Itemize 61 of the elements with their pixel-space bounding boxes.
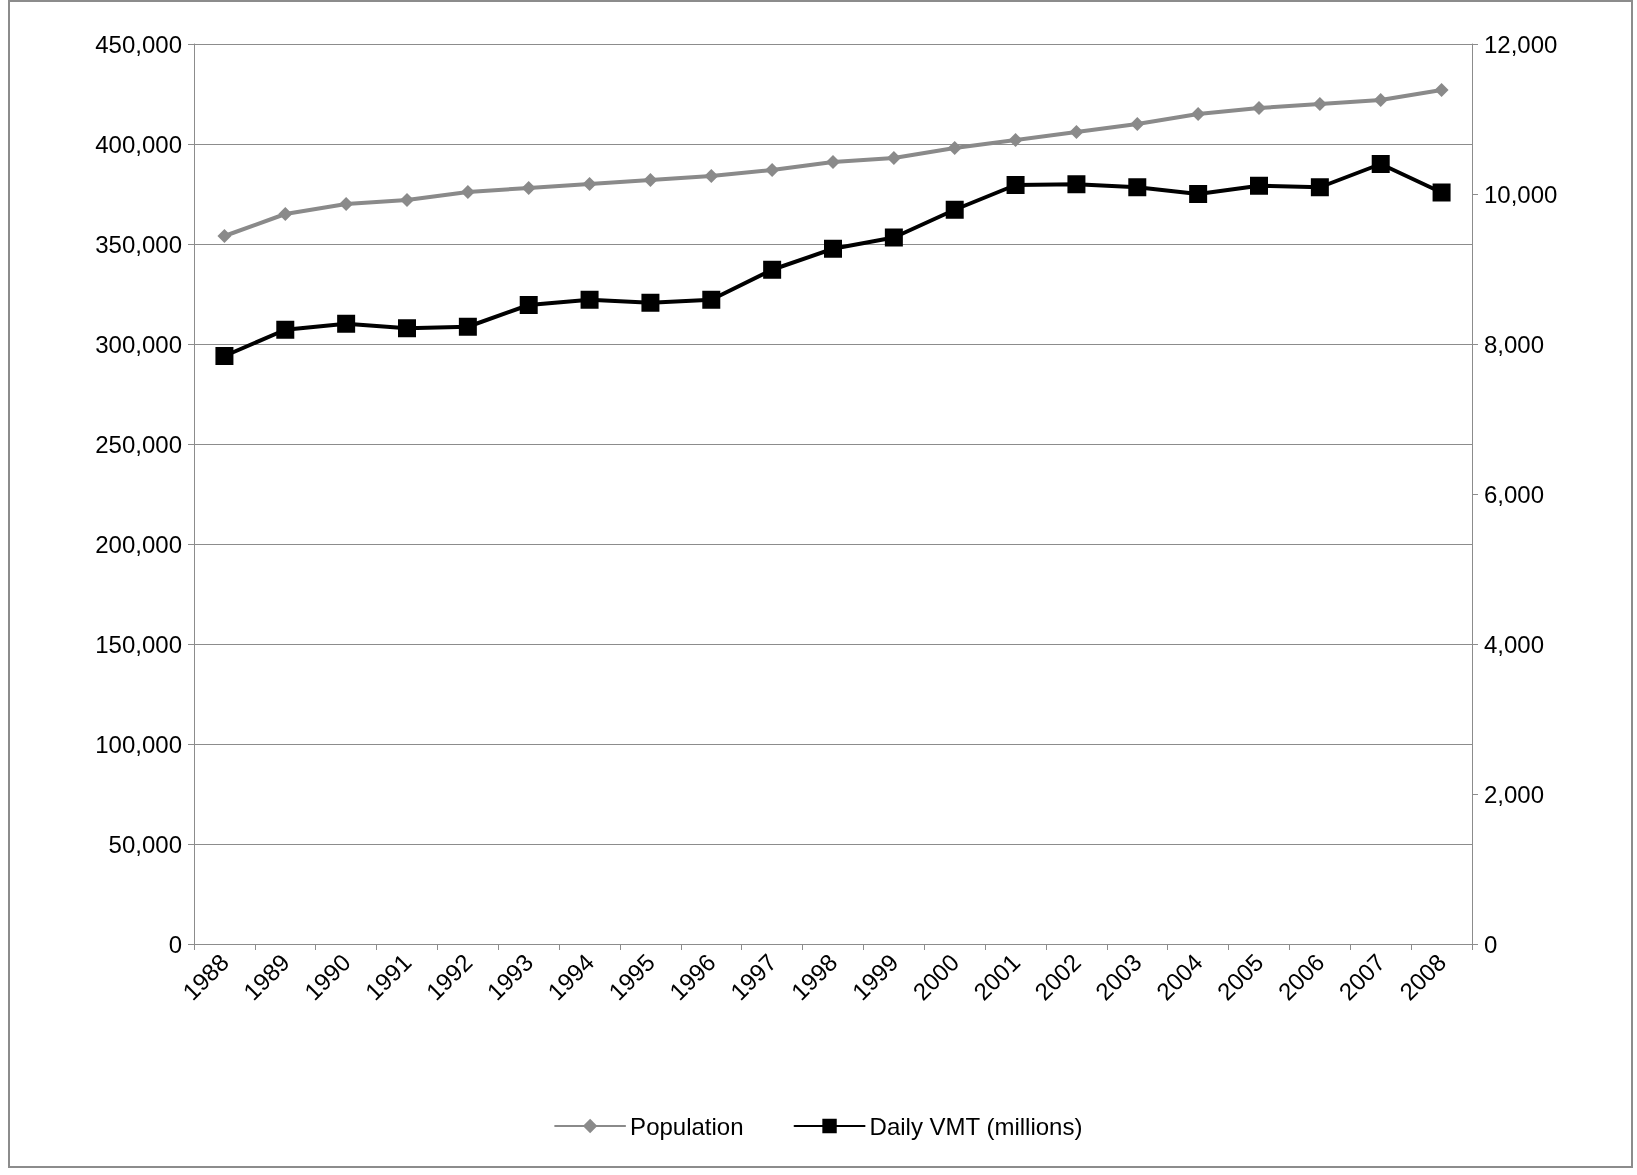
y2-tick-label: 2,000 [1484,780,1545,808]
y-tick-label: 150,000 [95,630,182,658]
point [582,177,597,191]
y2-tick-label: 12,000 [1484,30,1558,58]
point [1310,178,1329,197]
point [337,314,356,333]
point [1252,101,1266,115]
y-tick-label: 250,000 [95,430,182,458]
point [1008,133,1023,147]
y-tick-label: 0 [168,930,182,958]
point [215,347,234,365]
point [1434,83,1449,97]
y-tick-label: 350,000 [95,230,182,258]
point [458,317,477,336]
y2-tick-label: 8,000 [1484,330,1545,358]
point [1373,93,1388,107]
legend-label: Population [630,1112,744,1140]
point [1312,97,1327,111]
y2-tick-label: 4,000 [1484,630,1545,658]
point [641,293,660,312]
point [884,228,903,247]
point [1191,107,1206,121]
y-tick-label: 400,000 [95,130,182,158]
y2-tick-label: 10,000 [1484,180,1558,208]
point [945,200,964,219]
point [1432,183,1451,202]
point [398,319,416,338]
y2-tick-label: 0 [1484,930,1498,958]
y-tick-label: 50,000 [108,830,182,858]
y-tick-label: 200,000 [95,530,182,558]
point [824,239,842,258]
point [765,163,780,177]
point [1250,176,1268,195]
point [521,181,536,195]
point [826,155,840,169]
legend-label: Daily VMT (millions) [869,1112,1083,1140]
point [1067,175,1086,194]
point [276,320,295,339]
point [1371,155,1390,173]
point [886,151,901,165]
y-tick-label: 450,000 [95,30,182,58]
point [702,290,721,309]
point [460,185,475,199]
point [947,141,962,155]
point [1006,176,1025,194]
point [1128,178,1147,197]
y-tick-label: 300,000 [95,330,182,358]
point [217,229,232,243]
point [643,173,658,187]
point [1189,185,1208,203]
point [580,290,599,309]
point [519,296,538,314]
point [278,207,293,221]
point [400,193,414,207]
y2-tick-label: 6,000 [1484,480,1545,508]
point [704,169,719,183]
point [339,197,354,211]
y-tick-label: 100,000 [95,730,182,758]
point [1069,125,1084,139]
point [1130,117,1145,131]
point [763,260,782,279]
